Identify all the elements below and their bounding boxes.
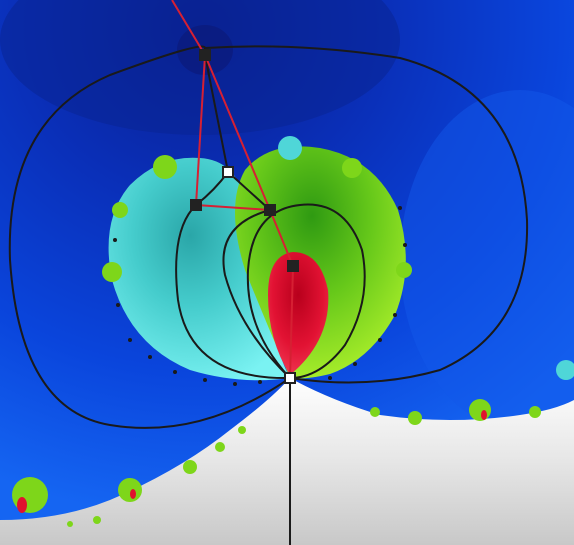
red-line-down <box>289 265 294 379</box>
filled-square-node-icon[interactable] <box>287 260 299 272</box>
filled-square-node-icon[interactable] <box>190 199 202 211</box>
outer-level-curve <box>8 45 529 429</box>
red-line-left <box>195 54 206 206</box>
inner-right-loop <box>246 203 366 379</box>
cyan-bulb-upper-left <box>112 202 128 218</box>
inner-left-loop <box>222 209 291 379</box>
red-line-top <box>171 0 206 56</box>
green-bulb-top <box>278 136 302 160</box>
cyan-bulb-left <box>102 262 122 282</box>
green-bulb-right <box>342 158 362 178</box>
black-curves <box>8 45 529 545</box>
green-bulb-right-low <box>396 262 412 278</box>
control-nodes[interactable] <box>190 49 299 384</box>
escape-band-right <box>400 90 574 430</box>
julia-boundary-dots <box>113 206 407 386</box>
hollow-square-node-icon[interactable] <box>222 166 234 178</box>
filled-square-node-icon[interactable] <box>199 49 211 61</box>
boundary-bulbs <box>12 360 574 527</box>
cyan-bulb-top <box>153 155 177 179</box>
red-component <box>268 252 329 375</box>
left-loop-curve <box>175 171 291 380</box>
red-line-horizontal <box>195 204 271 211</box>
complement-region <box>0 378 574 545</box>
hollow-square-node-icon[interactable] <box>284 372 296 384</box>
filled-square-node-icon[interactable] <box>264 204 276 216</box>
